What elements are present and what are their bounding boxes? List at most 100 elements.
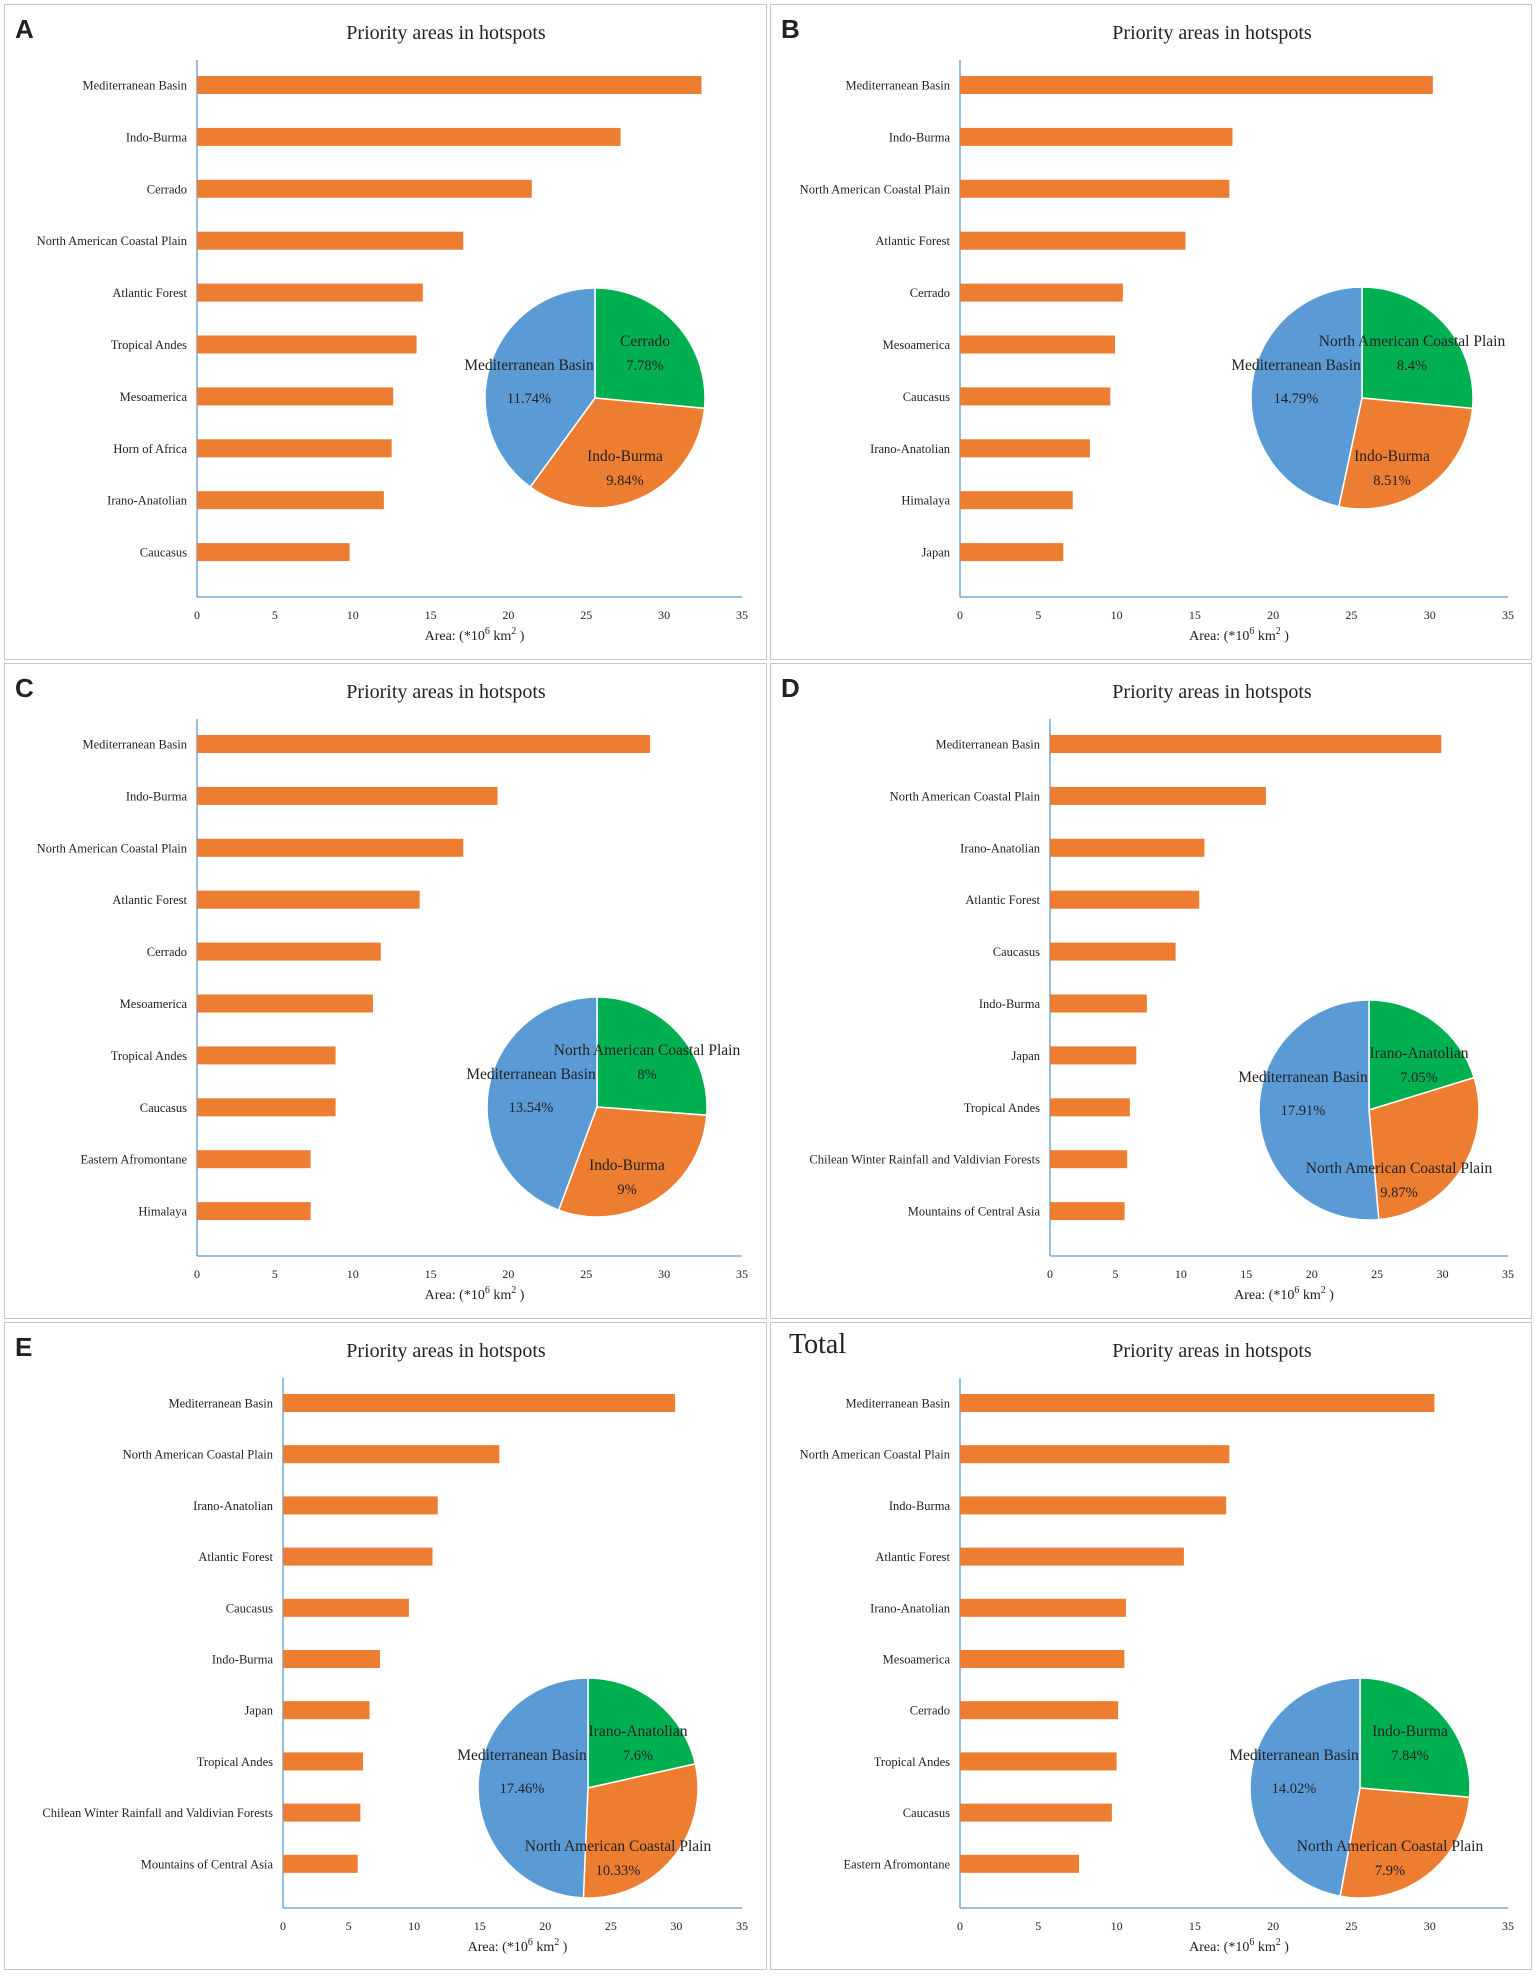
- x-tick-label: 30: [670, 1919, 682, 1933]
- chart-title: Priority areas in hotspots: [1112, 22, 1312, 44]
- bar-atlantic-forest: [1050, 890, 1200, 909]
- category-label: Eastern Afromontane: [843, 1857, 950, 1871]
- x-tick-label: 35: [1502, 1267, 1514, 1281]
- category-label: Eastern Afromontane: [80, 1153, 187, 1167]
- bar-himalaya: [197, 1202, 311, 1221]
- pie-slice-green: [596, 996, 708, 1117]
- bar-caucasus: [283, 1598, 409, 1617]
- x-tick-label: 15: [425, 1267, 437, 1281]
- pie-label-name: North American Coastal Plain: [1319, 333, 1506, 350]
- category-label: Caucasus: [226, 1601, 273, 1615]
- pie-label-value: 9.84%: [606, 473, 643, 489]
- category-label: Japan: [245, 1704, 274, 1718]
- bar-japan: [283, 1701, 370, 1720]
- category-label: Cerrado: [910, 286, 950, 300]
- pie-label-name: Cerrado: [620, 333, 670, 350]
- pie-label-name: North American Coastal Plain: [554, 1042, 741, 1059]
- bar-chilean-winter-rainfall-and-valdivian-forests: [283, 1803, 361, 1822]
- category-label: Indo-Burma: [126, 130, 188, 144]
- category-label: Mediterranean Basin: [846, 79, 951, 93]
- bar-himalaya: [960, 491, 1073, 510]
- bar-mediterranean-basin: [283, 1394, 676, 1412]
- pie-chart: [484, 287, 706, 509]
- category-label: North American Coastal Plain: [37, 234, 188, 248]
- category-label: Caucasus: [903, 390, 950, 404]
- bar-mesoamerica: [197, 387, 394, 406]
- pie-slice-orange: [582, 1762, 699, 1899]
- pie-chart: [486, 996, 708, 1218]
- pie-slice-green: [1361, 286, 1474, 410]
- panel-b: B Priority areas in hotspots Mediterranean…: [770, 4, 1532, 660]
- pie-label-name: Indo-Burma: [1372, 1723, 1448, 1740]
- bar-mediterranean-basin: [1050, 735, 1442, 753]
- bar-mediterranean-basin: [960, 76, 1433, 94]
- x-tick-label: 15: [425, 608, 437, 622]
- chart-svg-d: D Priority areas in hotspots Mediterranean…: [781, 673, 1514, 1303]
- category-label: Atlantic Forest: [875, 1550, 950, 1564]
- bar-japan: [960, 543, 1064, 562]
- pie-label-value: 11.74%: [507, 391, 551, 407]
- bar-irano-anatolian: [283, 1496, 438, 1515]
- pie-label-name: Irano-Anatolian: [589, 1723, 688, 1740]
- bar-tropical-andes: [197, 1046, 336, 1065]
- x-tick-label: 5: [1035, 1919, 1041, 1933]
- category-label: Cerrado: [910, 1704, 950, 1718]
- x-tick-label: 0: [280, 1919, 286, 1933]
- x-axis-label: Area: (*106 km2 ): [1189, 626, 1289, 644]
- x-tick-label: 35: [736, 608, 748, 622]
- bar-indo-burma: [283, 1650, 381, 1668]
- category-label: Mountains of Central Asia: [141, 1857, 274, 1871]
- x-tick-label: 5: [1112, 1267, 1118, 1281]
- category-label: Caucasus: [903, 1806, 950, 1820]
- bar-irano-anatolian: [197, 491, 384, 510]
- bar-cerrado: [960, 283, 1123, 302]
- bar-mesoamerica: [960, 335, 1116, 354]
- panel-letter: D: [781, 673, 800, 703]
- pie-label-value: 7.78%: [626, 358, 663, 374]
- category-label: Tropical Andes: [197, 1755, 273, 1769]
- bar-irano-anatolian: [1050, 838, 1205, 857]
- panel-letter: B: [781, 14, 800, 44]
- pie-slice-orange: [529, 397, 706, 509]
- pie-label-value: 9%: [617, 1182, 636, 1198]
- pie-label-name: North American Coastal Plain: [1297, 1838, 1484, 1855]
- x-tick-label: 0: [1047, 1267, 1053, 1281]
- bar-mesoamerica: [960, 1650, 1125, 1668]
- category-label: Japan: [922, 546, 951, 560]
- bar-irano-anatolian: [960, 1598, 1126, 1617]
- category-label: Himalaya: [138, 1205, 187, 1219]
- pie-slice-blue: [477, 1677, 589, 1899]
- x-tick-label: 5: [272, 1267, 278, 1281]
- pie-label-value: 10.33%: [596, 1863, 641, 1879]
- pie-label-value: 14.79%: [1274, 391, 1319, 407]
- bar-indo-burma: [960, 1496, 1227, 1515]
- pie-slice-green: [594, 287, 706, 410]
- category-label: Chilean Winter Rainfall and Valdivian Fo…: [809, 1153, 1040, 1167]
- pie-slice-blue: [1249, 1677, 1361, 1898]
- bar-caucasus: [1050, 942, 1176, 961]
- x-tick-label: 20: [502, 608, 514, 622]
- x-tick-label: 20: [1306, 1267, 1318, 1281]
- category-label: Caucasus: [140, 1101, 187, 1115]
- category-label: Tropical Andes: [111, 338, 187, 352]
- x-tick-label: 15: [1189, 608, 1201, 622]
- category-label: Tropical Andes: [874, 1755, 950, 1769]
- x-tick-label: 10: [1111, 1919, 1123, 1933]
- pie-chart: [477, 1677, 699, 1899]
- chart-svg-e: E Priority areas in hotspots Mediterranean…: [15, 1332, 748, 1955]
- panel-a: A Priority areas in hotspots Mediterranean…: [4, 4, 767, 660]
- pie-slice-green: [587, 1677, 697, 1789]
- pie-slice-orange: [1337, 397, 1474, 510]
- chart-title: Priority areas in hotspots: [346, 681, 546, 703]
- category-label: North American Coastal Plain: [37, 841, 188, 855]
- pie-label-name: Mediterranean Basin: [464, 357, 594, 374]
- pie-chart: [1258, 999, 1480, 1221]
- x-tick-label: 25: [580, 608, 592, 622]
- x-tick-label: 30: [658, 1267, 670, 1281]
- pie-label-value: 17.91%: [1281, 1103, 1326, 1119]
- category-label: Mesoamerica: [120, 997, 188, 1011]
- x-tick-label: 30: [1424, 1919, 1436, 1933]
- panel-letter: A: [15, 14, 34, 44]
- x-tick-label: 25: [1345, 608, 1357, 622]
